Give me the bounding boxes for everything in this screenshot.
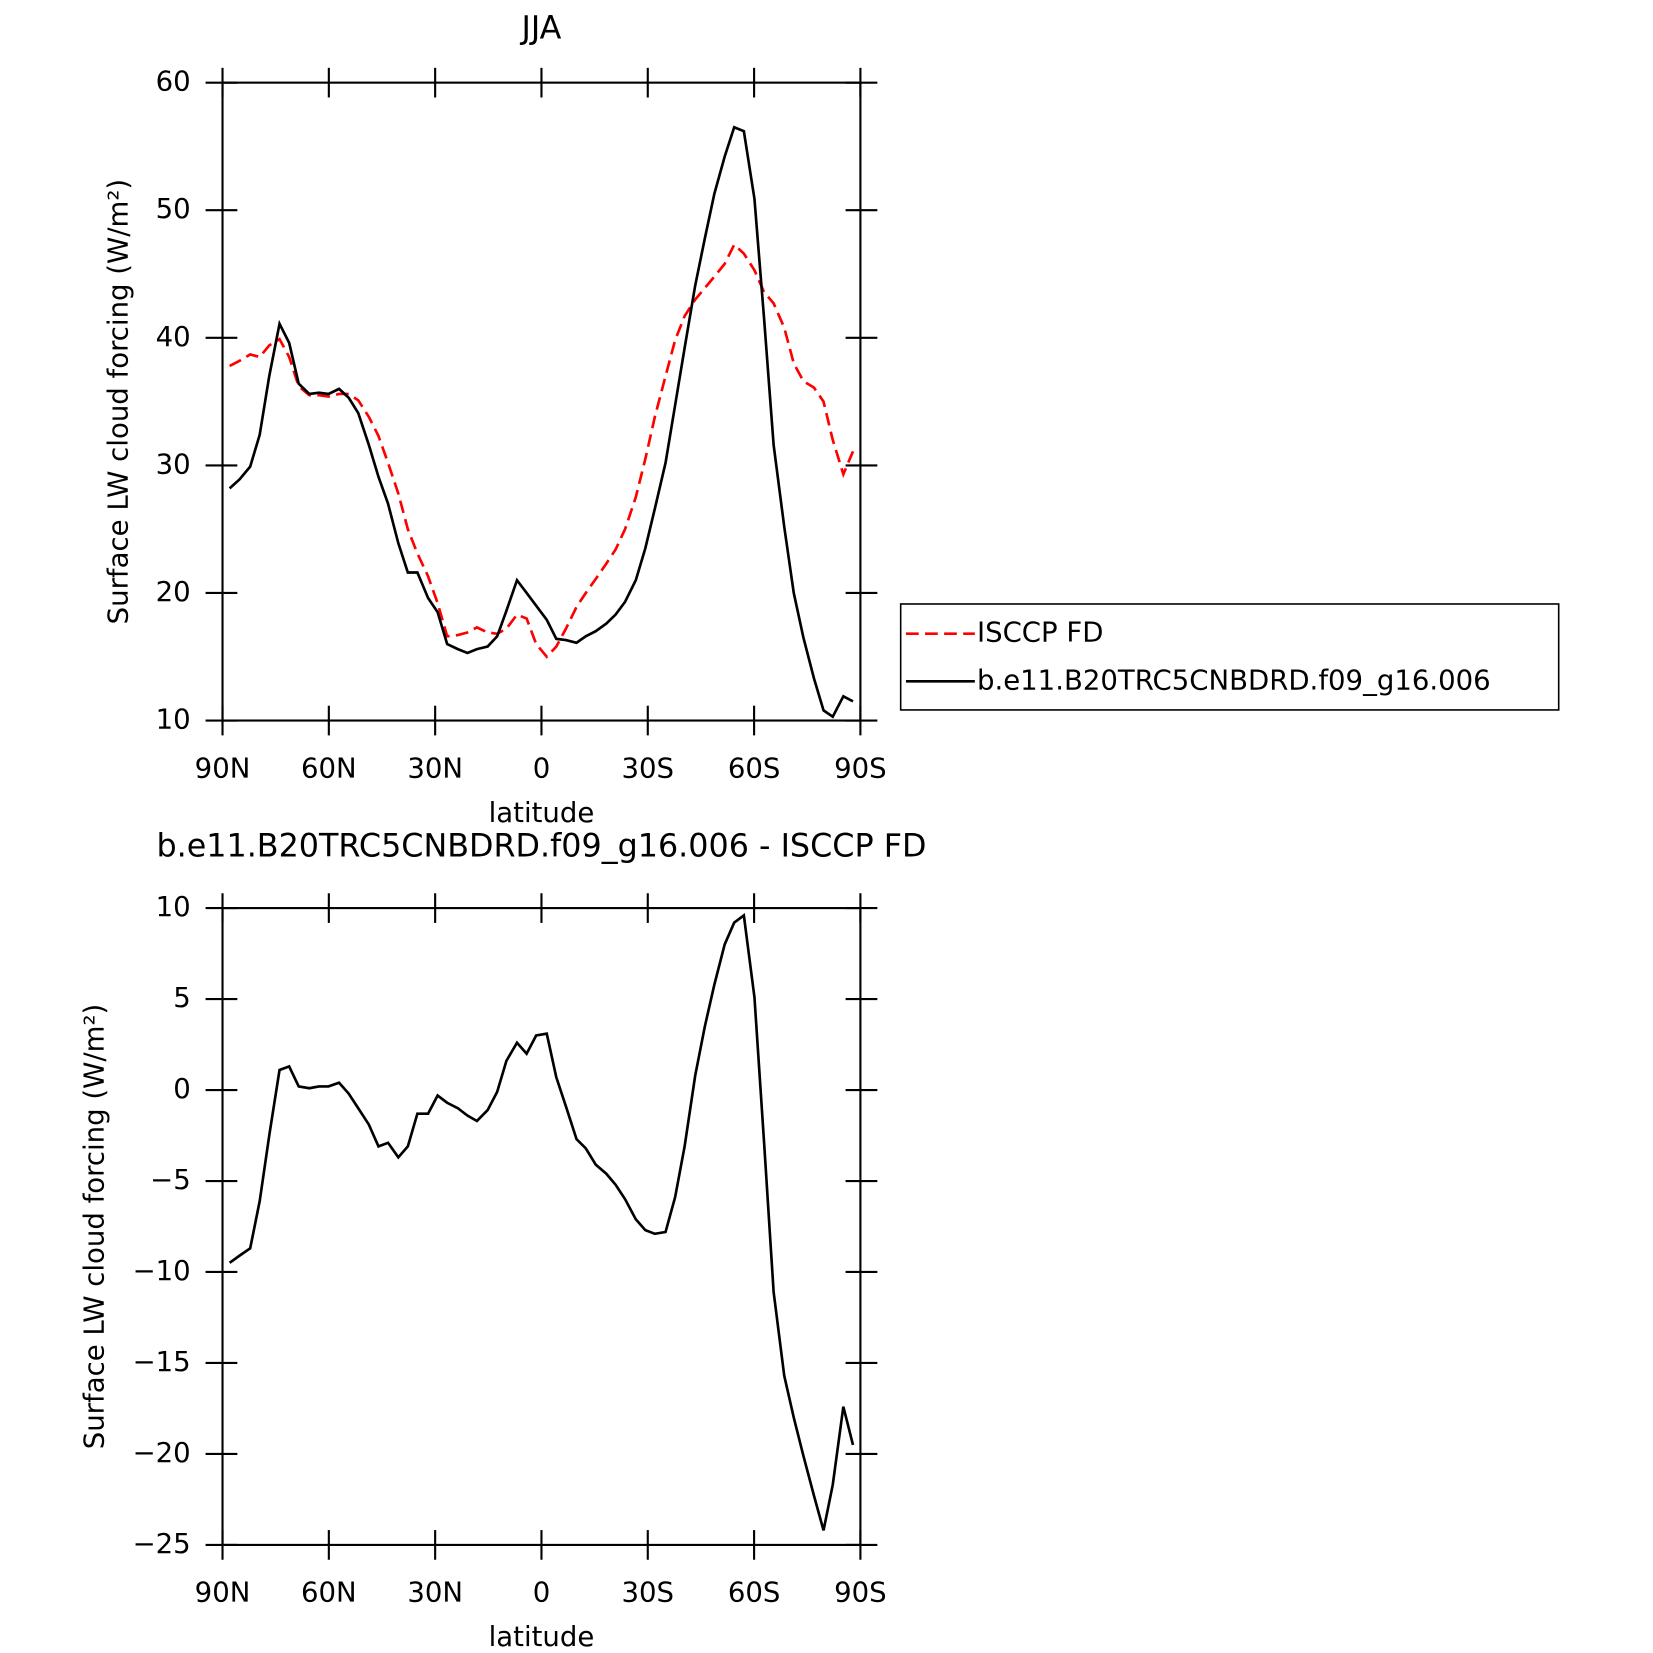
y-tick-label: 10 (156, 891, 191, 923)
x-tick-label: 90S (834, 752, 887, 784)
y-tick-label: 20 (156, 576, 191, 608)
y-tick-label: 10 (156, 704, 191, 736)
data-line (229, 242, 855, 659)
x-tick-label: 30S (622, 1577, 675, 1609)
plot-frame (221, 907, 862, 1546)
plot-frame (221, 81, 862, 722)
legend-label: b.e11.B20TRC5CNBDRD.f09_g16.006 (977, 664, 1491, 696)
y-tick-label: −10 (133, 1255, 191, 1287)
x-tick-label: 90S (834, 1577, 887, 1609)
x-tick-label: 90N (195, 1577, 251, 1609)
x-tick-label: 60N (301, 1577, 357, 1609)
legend-box (899, 603, 1560, 711)
x-tick-label: 0 (533, 752, 551, 784)
x-tick-label: 60S (728, 1577, 781, 1609)
chart-title: JJA (520, 11, 562, 47)
y-tick-label: 0 (173, 1073, 191, 1105)
y-axis-label: Surface LW cloud forcing (W/m²) (103, 179, 135, 625)
x-tick-label: 0 (533, 1577, 551, 1609)
x-axis-label: latitude (489, 797, 595, 829)
legend-label: ISCCP FD (977, 617, 1104, 649)
y-tick-label: −20 (133, 1437, 191, 1469)
chart-title: b.e11.B20TRC5CNBDRD.f09_g16.006 - ISCCP … (156, 829, 926, 865)
y-tick-label: −5 (150, 1164, 191, 1196)
y-axis-label: Surface LW cloud forcing (W/m²) (78, 1004, 110, 1450)
x-tick-label: 30N (407, 1577, 463, 1609)
x-tick-label: 30N (407, 752, 463, 784)
x-tick-label: 30S (622, 752, 675, 784)
y-tick-label: 50 (156, 193, 191, 225)
y-tick-label: 60 (156, 66, 191, 98)
data-line (228, 912, 855, 1531)
x-tick-label: 90N (195, 752, 251, 784)
y-tick-label: −25 (133, 1528, 191, 1560)
x-tick-label: 60S (728, 752, 781, 784)
y-tick-label: 40 (156, 321, 191, 353)
data-line (228, 125, 854, 719)
y-tick-label: 30 (156, 448, 191, 480)
x-tick-label: 60N (301, 752, 357, 784)
y-tick-label: 5 (173, 982, 191, 1014)
y-tick-label: −15 (133, 1346, 191, 1378)
x-axis-label: latitude (489, 1621, 595, 1653)
